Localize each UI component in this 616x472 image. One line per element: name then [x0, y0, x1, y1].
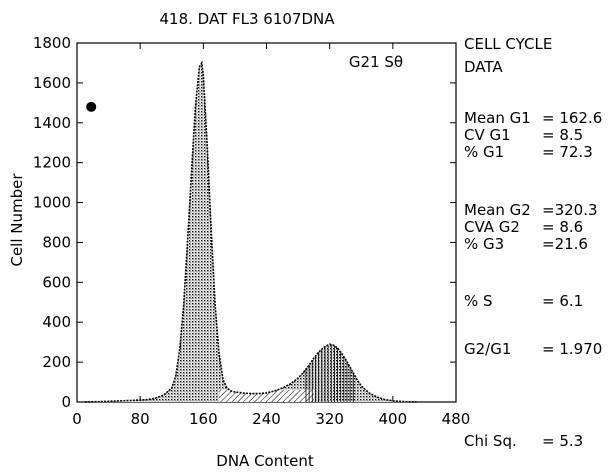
y-tick-label-1: 200: [42, 353, 71, 371]
y-tick-label-6: 1200: [33, 154, 71, 172]
stat-label-3: Mean G2: [464, 201, 531, 219]
x-tick-label-0: 0: [72, 410, 82, 428]
x-tick-label-4: 320: [315, 410, 344, 428]
x-tick-label-5: 400: [379, 410, 408, 428]
stat-label-4: CVA G2: [464, 218, 520, 236]
stat-value-7: = 1.970: [542, 340, 602, 358]
histogram-layer: [84, 60, 417, 403]
chart-title: 418. DAT FL3 6107DNA: [160, 10, 336, 28]
y-tick-label-0: 0: [61, 393, 71, 411]
stat-label-5: % G3: [464, 235, 504, 253]
y-tick-label-4: 800: [42, 233, 71, 251]
x-axis-label: DNA Content: [216, 452, 314, 470]
x-tick-label-3: 240: [252, 410, 281, 428]
y-axis: 0 200 400 600 800 1000 1200 1400 1600 1800: [33, 34, 456, 411]
cell-cycle-header-line1: CELL CYCLE: [464, 35, 552, 53]
stat-value-3: =320.3: [542, 201, 598, 219]
stat-value-1: = 8.5: [542, 126, 583, 144]
histogram-fill: [84, 62, 417, 403]
cell-cycle-stats: Mean G1 = 162.6 CV G1 = 8.5 % G1 = 72.3 Mean G…: [464, 109, 602, 450]
chart-annotation: G21 Sθ: [349, 53, 403, 71]
stat-value-2: = 72.3: [542, 143, 593, 161]
y-axis-label: Cell Number: [8, 173, 26, 267]
stat-label-0: Mean G1: [464, 109, 531, 127]
stat-value-0: = 162.6: [542, 109, 602, 127]
stat-label-1: CV G1: [464, 126, 511, 144]
y-tick-label-3: 600: [42, 273, 71, 291]
stat-value-5: =21.6: [542, 235, 588, 253]
stat-label-6: % S: [464, 292, 493, 310]
stat-label-8: Chi Sq.: [464, 432, 517, 450]
cell-cycle-header-line2: DATA: [464, 58, 503, 76]
stat-value-6: = 6.1: [542, 292, 583, 310]
histogram-outline: [84, 60, 417, 403]
x-axis: 0 80 160 240 320 400 480: [72, 43, 470, 428]
x-tick-label-2: 160: [189, 410, 218, 428]
stat-label-7: G2/G1: [464, 340, 511, 358]
stat-label-2: % G1: [464, 143, 504, 161]
y-tick-label-9: 1800: [33, 34, 71, 52]
y-tick-label-5: 1000: [33, 194, 71, 212]
stat-value-8: = 5.3: [542, 432, 583, 450]
sphase-hatch: [219, 390, 314, 402]
x-tick-label-6: 480: [442, 410, 471, 428]
y-tick-label-2: 400: [42, 313, 71, 331]
plot-frame: [76, 42, 457, 403]
x-tick-label-1: 80: [131, 410, 150, 428]
y-tick-label-8: 1600: [33, 74, 71, 92]
y-tick-label-7: 1400: [33, 114, 71, 132]
stat-value-4: = 8.6: [542, 218, 583, 236]
marker-dot: [86, 101, 97, 112]
